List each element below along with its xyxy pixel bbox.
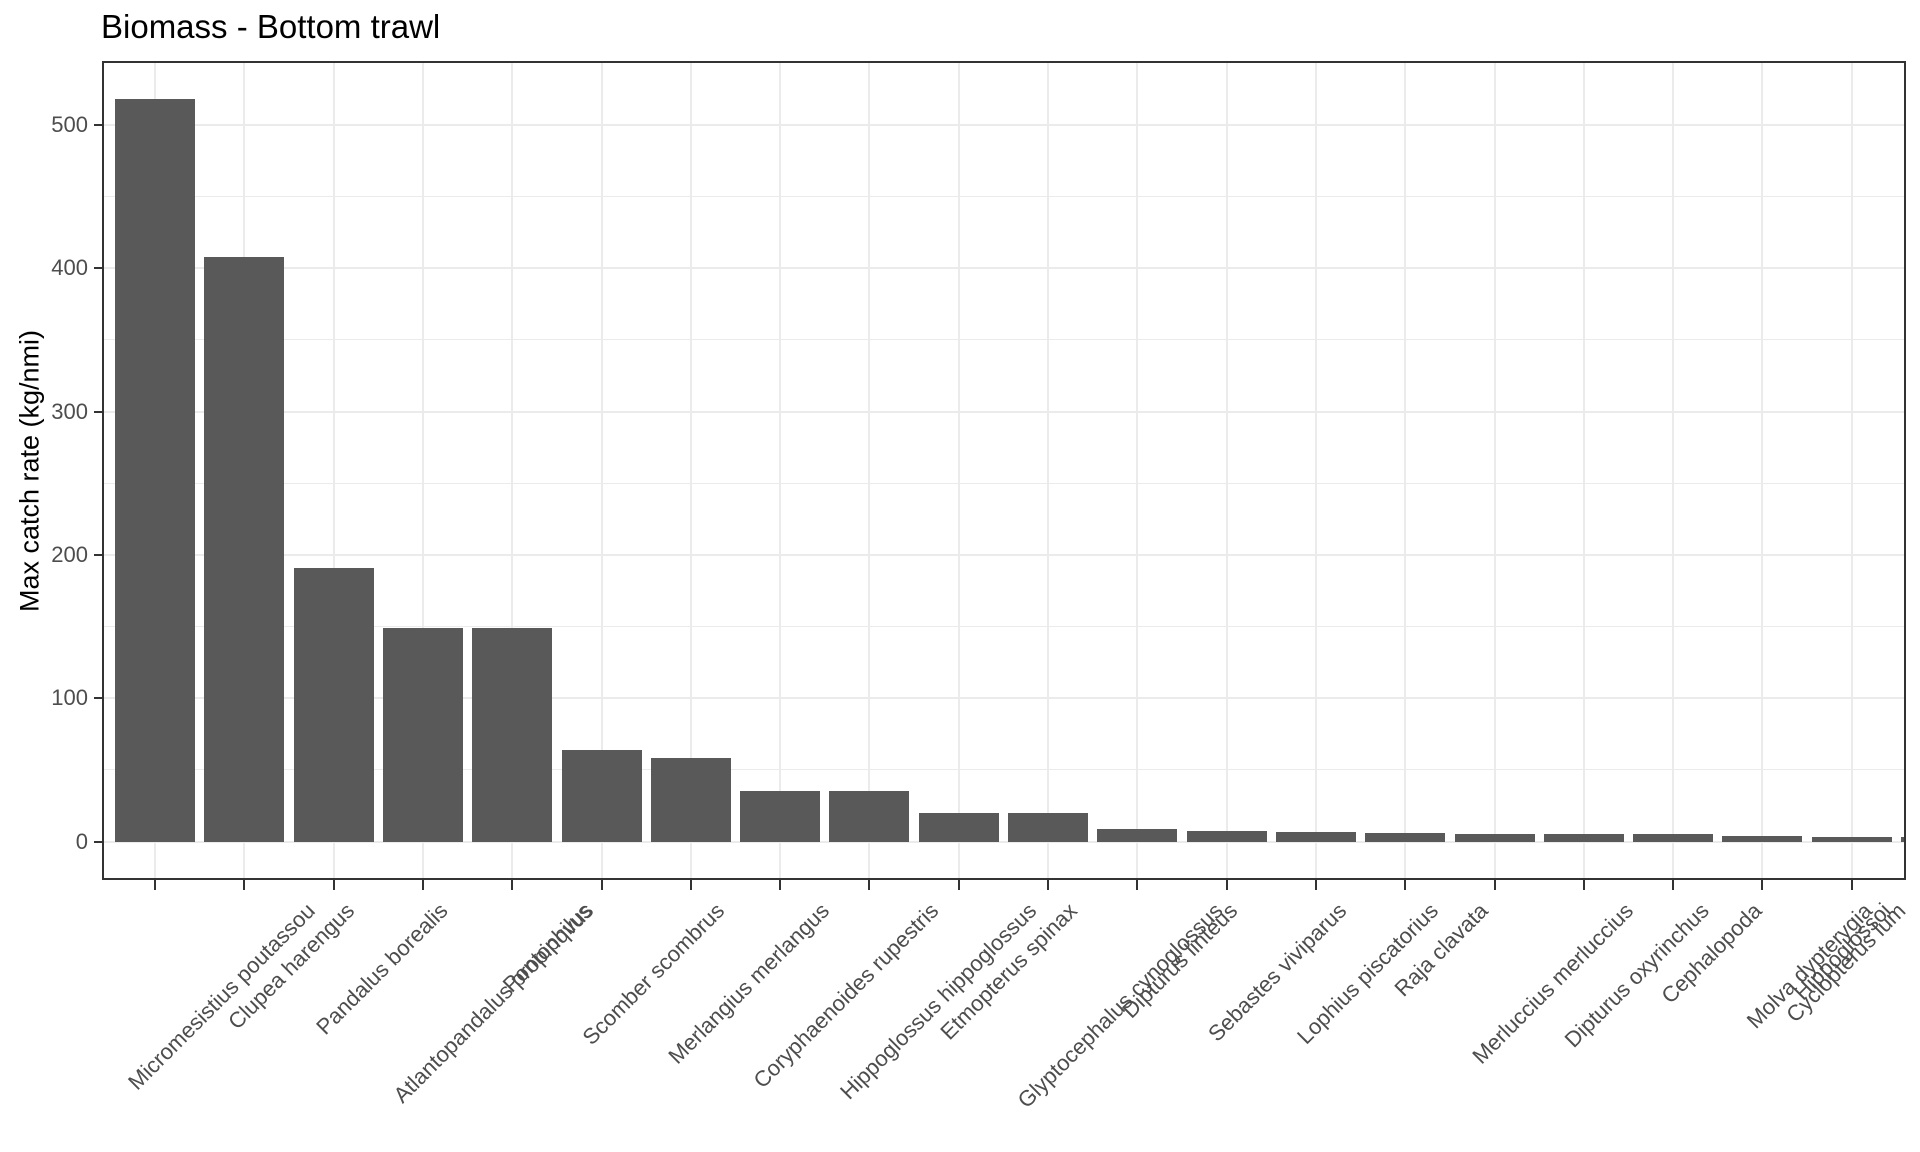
gridline-vertical <box>1850 63 1853 878</box>
y-tick-label: 400 <box>51 255 88 281</box>
bar-lophius-piscatorius <box>1275 831 1356 842</box>
gridline-major <box>104 840 1904 843</box>
y-tick-mark <box>94 840 103 843</box>
x-tick-mark <box>1047 880 1049 890</box>
y-tick-label: 300 <box>51 398 88 424</box>
x-tick-mark <box>1404 880 1407 890</box>
y-axis-title: Max catch rate (kg/nmi) <box>14 329 45 613</box>
gridline-vertical <box>600 63 603 878</box>
bar-cyclopterus-lum <box>1811 836 1892 842</box>
bar-pandalus-borealis <box>293 567 374 842</box>
y-tick-mark <box>94 267 103 270</box>
gridline-minor <box>104 482 1904 484</box>
x-tick-mark <box>332 880 335 890</box>
x-tick-mark <box>1225 880 1228 890</box>
bar-hippoglossus-hippoglossus <box>829 791 910 842</box>
bar-pontophilus <box>472 628 553 842</box>
x-tick-mark <box>511 880 514 890</box>
bar-scomber-scombrus <box>561 749 642 842</box>
x-tick-mark <box>1136 880 1139 890</box>
x-tick-label-dipturus-linteus: Dipturus linteus <box>1117 898 1243 1023</box>
x-tick-label-pontophilus: Pontophilus <box>497 898 597 997</box>
bar-hippoglossoi <box>1901 837 1904 842</box>
gridline-vertical <box>1047 63 1049 878</box>
bar-atlantopandalus-propinqvus <box>382 628 463 842</box>
x-tick-mark <box>421 880 424 890</box>
gridline-vertical <box>1493 63 1496 878</box>
gridline-vertical <box>1672 63 1675 878</box>
bar-coryphaenoides-rupestris <box>740 791 821 842</box>
bar-sebastes-viviparus <box>1186 830 1267 842</box>
gridline-vertical <box>1314 63 1317 878</box>
bar-raja-clavata <box>1365 833 1446 842</box>
bar-glyptocephalus-cynoglossus <box>1008 812 1088 842</box>
gridline-vertical <box>957 63 960 878</box>
gridline-vertical <box>421 63 424 878</box>
plot-panel <box>102 61 1906 880</box>
x-tick-mark <box>154 880 156 890</box>
bar-dipturus-linteus <box>1097 828 1178 842</box>
bar-cephalopoda <box>1633 834 1714 842</box>
gridline-vertical <box>1225 63 1228 878</box>
chart-title: Biomass - Bottom trawl <box>101 8 441 45</box>
x-tick-label-hippoglossus-hippoglossus: Hippoglossus hippoglossus <box>835 898 1042 1105</box>
x-tick-mark <box>1582 880 1585 890</box>
y-tick-mark <box>94 123 103 126</box>
x-tick-label-micromesistius-poutassou: Micromesistius poutassou <box>122 898 320 1095</box>
bar-etmopterus-spinax <box>918 812 999 842</box>
gridline-minor <box>104 626 1904 628</box>
gridline-major <box>104 410 1904 413</box>
bar-clupea-harengus <box>204 256 285 842</box>
gridline-minor <box>104 339 1904 341</box>
gridline-major <box>104 267 1904 270</box>
gridline-vertical <box>779 63 782 878</box>
x-tick-mark <box>779 880 782 890</box>
y-tick-label: 500 <box>51 111 88 137</box>
gridline-vertical <box>1136 63 1139 878</box>
bar-merluccius-merluccius <box>1454 833 1535 842</box>
gridline-vertical <box>689 63 692 878</box>
x-tick-mark <box>868 880 871 890</box>
bar-dipturus-oxyrinchus <box>1543 833 1624 842</box>
gridline-vertical <box>1582 63 1585 878</box>
y-tick-label: 200 <box>51 541 88 567</box>
y-tick-mark <box>94 553 103 556</box>
x-tick-mark <box>1672 880 1675 890</box>
y-tick-mark <box>94 697 103 700</box>
x-tick-mark <box>243 880 246 890</box>
x-tick-mark <box>1761 880 1764 890</box>
bar-micromesistius-poutassou <box>115 99 195 842</box>
y-tick-mark <box>94 410 103 413</box>
bar-merlangius-merlangus <box>650 758 731 842</box>
gridline-minor <box>104 196 1904 198</box>
x-tick-mark <box>1493 880 1496 890</box>
y-tick-label: 100 <box>51 685 88 711</box>
gridline-vertical <box>868 63 871 878</box>
x-tick-label-coryphaenoides-rupestris: Coryphaenoides rupestris <box>748 898 944 1093</box>
gridline-vertical <box>511 63 514 878</box>
x-tick-mark <box>689 880 692 890</box>
gridline-vertical <box>332 63 335 878</box>
bar-molva-dypterygia <box>1722 835 1803 842</box>
x-tick-mark <box>600 880 603 890</box>
gridline-major <box>104 123 1904 126</box>
gridline-vertical <box>1761 63 1764 878</box>
x-tick-mark <box>1314 880 1317 890</box>
y-tick-label: 0 <box>75 828 88 854</box>
x-tick-mark <box>1850 880 1853 890</box>
gridline-vertical <box>1404 63 1407 878</box>
gridline-major <box>104 553 1904 556</box>
x-tick-mark <box>957 880 960 890</box>
gridline-minor <box>104 769 1904 771</box>
gridline-major <box>104 697 1904 700</box>
